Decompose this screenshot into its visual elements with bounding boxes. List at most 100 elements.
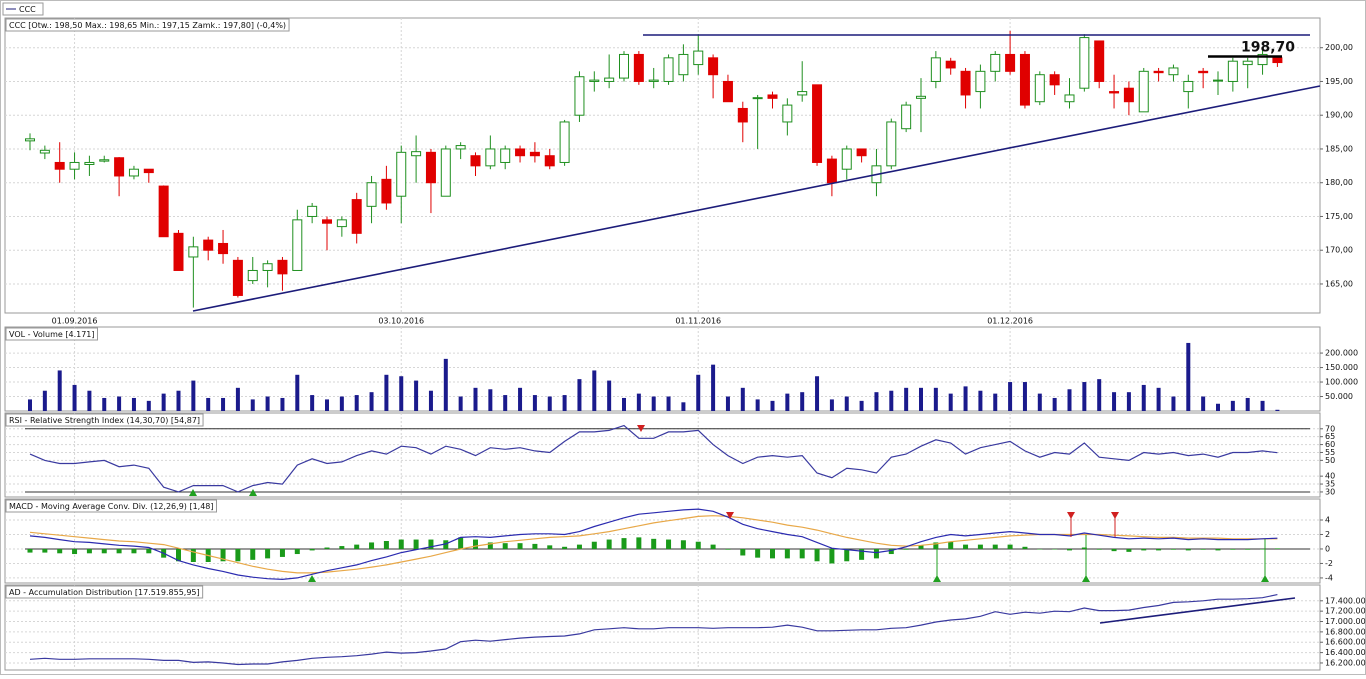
bar: [413, 539, 419, 549]
candle-body: [470, 155, 481, 167]
bar: [458, 537, 464, 549]
candle-body: [173, 232, 184, 271]
candle-body: [143, 168, 154, 174]
candle-body: [54, 161, 65, 170]
bar: [592, 370, 597, 411]
bar: [1170, 548, 1176, 550]
macd-sell-signal: [1111, 512, 1119, 519]
y-tick-label: 190,00: [1325, 111, 1353, 120]
bar: [28, 399, 32, 411]
candle-body: [663, 57, 674, 82]
bar: [1245, 397, 1250, 411]
y-tick-label: 165,00: [1325, 279, 1353, 288]
candle-body: [262, 263, 273, 271]
candle-body: [841, 148, 852, 170]
macd-buy-signal: [308, 575, 316, 582]
bar: [755, 548, 761, 558]
bar: [235, 548, 241, 562]
candle-body: [381, 178, 392, 204]
candle-body: [128, 168, 139, 177]
y-tick-label: 175,00: [1325, 212, 1353, 221]
bar: [607, 380, 612, 411]
candle-body: [722, 80, 733, 103]
candle-body: [411, 151, 422, 157]
bar: [443, 358, 448, 411]
y-tick-label: 2: [1325, 530, 1330, 539]
bar: [517, 543, 523, 549]
candle-body: [203, 239, 214, 251]
candle-body: [1049, 74, 1060, 86]
bar: [904, 387, 909, 411]
bar: [844, 548, 850, 562]
candle-body: [39, 149, 50, 154]
bar: [250, 399, 255, 411]
bar: [1230, 548, 1236, 550]
bar: [621, 538, 627, 549]
y-tick-label: 16.800.000: [1325, 627, 1366, 636]
candle-body: [1198, 70, 1209, 74]
candle-body: [500, 148, 511, 163]
candle-body: [812, 84, 823, 163]
x-tick-label: 01.09.2016: [52, 317, 98, 326]
bar: [131, 397, 136, 411]
candle-body: [69, 161, 80, 170]
bar: [963, 386, 968, 411]
bar: [325, 399, 329, 411]
bar: [1037, 393, 1042, 411]
bar: [1111, 548, 1117, 552]
candle-body: [114, 157, 125, 177]
bar: [681, 402, 686, 411]
y-tick-label: 16.400.000: [1325, 648, 1366, 657]
candle-body: [1079, 37, 1090, 89]
candle-body: [396, 151, 407, 197]
candle-body: [1064, 94, 1075, 103]
y-tick-label: -4: [1325, 573, 1333, 582]
y-tick-label: 17.000.000: [1325, 617, 1366, 626]
macd-buy-signal: [1082, 575, 1090, 582]
bar: [1082, 382, 1087, 411]
candle-body: [856, 148, 867, 157]
series-line: [29, 508, 1278, 581]
y-tick-label: 17.400.000: [1325, 596, 1366, 605]
panel-frame: [4, 17, 1321, 314]
bar: [770, 548, 775, 559]
bar: [948, 541, 954, 549]
candle-body: [277, 259, 288, 275]
bar: [695, 541, 701, 549]
candle-body: [1213, 79, 1223, 82]
panel-title: MACD - Moving Average Conv. Div. (12,26,…: [9, 502, 214, 511]
bar: [711, 364, 716, 411]
bar: [651, 538, 657, 549]
support-trendline: [192, 85, 1321, 312]
bar: [309, 548, 315, 551]
bar: [86, 548, 92, 554]
bar: [250, 548, 256, 560]
bar: [146, 548, 152, 554]
bar: [1081, 547, 1087, 549]
bar: [354, 395, 359, 411]
candle-body: [99, 159, 110, 162]
y-tick-label: -2: [1325, 559, 1333, 568]
y-tick-label: 0: [1325, 544, 1330, 553]
bar: [57, 548, 63, 554]
bar: [919, 387, 923, 411]
bar: [606, 539, 612, 549]
bar: [1037, 548, 1043, 550]
candle-body: [767, 94, 778, 99]
y-tick-label: 70: [1325, 424, 1335, 433]
bar: [785, 393, 790, 411]
candle-body: [797, 91, 808, 96]
bar: [755, 399, 760, 411]
panel-title-box: [5, 413, 204, 427]
bar: [740, 387, 745, 411]
bar: [428, 390, 433, 411]
y-tick-label: 17.200.000: [1325, 607, 1366, 616]
rsi-buy-signal: [189, 489, 197, 496]
candle-body: [1153, 70, 1164, 74]
bar: [384, 374, 389, 411]
bar: [1185, 548, 1191, 551]
candle-body: [247, 269, 258, 282]
bar: [1186, 342, 1191, 411]
bar: [398, 539, 404, 549]
y-tick-label: 65: [1325, 432, 1335, 441]
